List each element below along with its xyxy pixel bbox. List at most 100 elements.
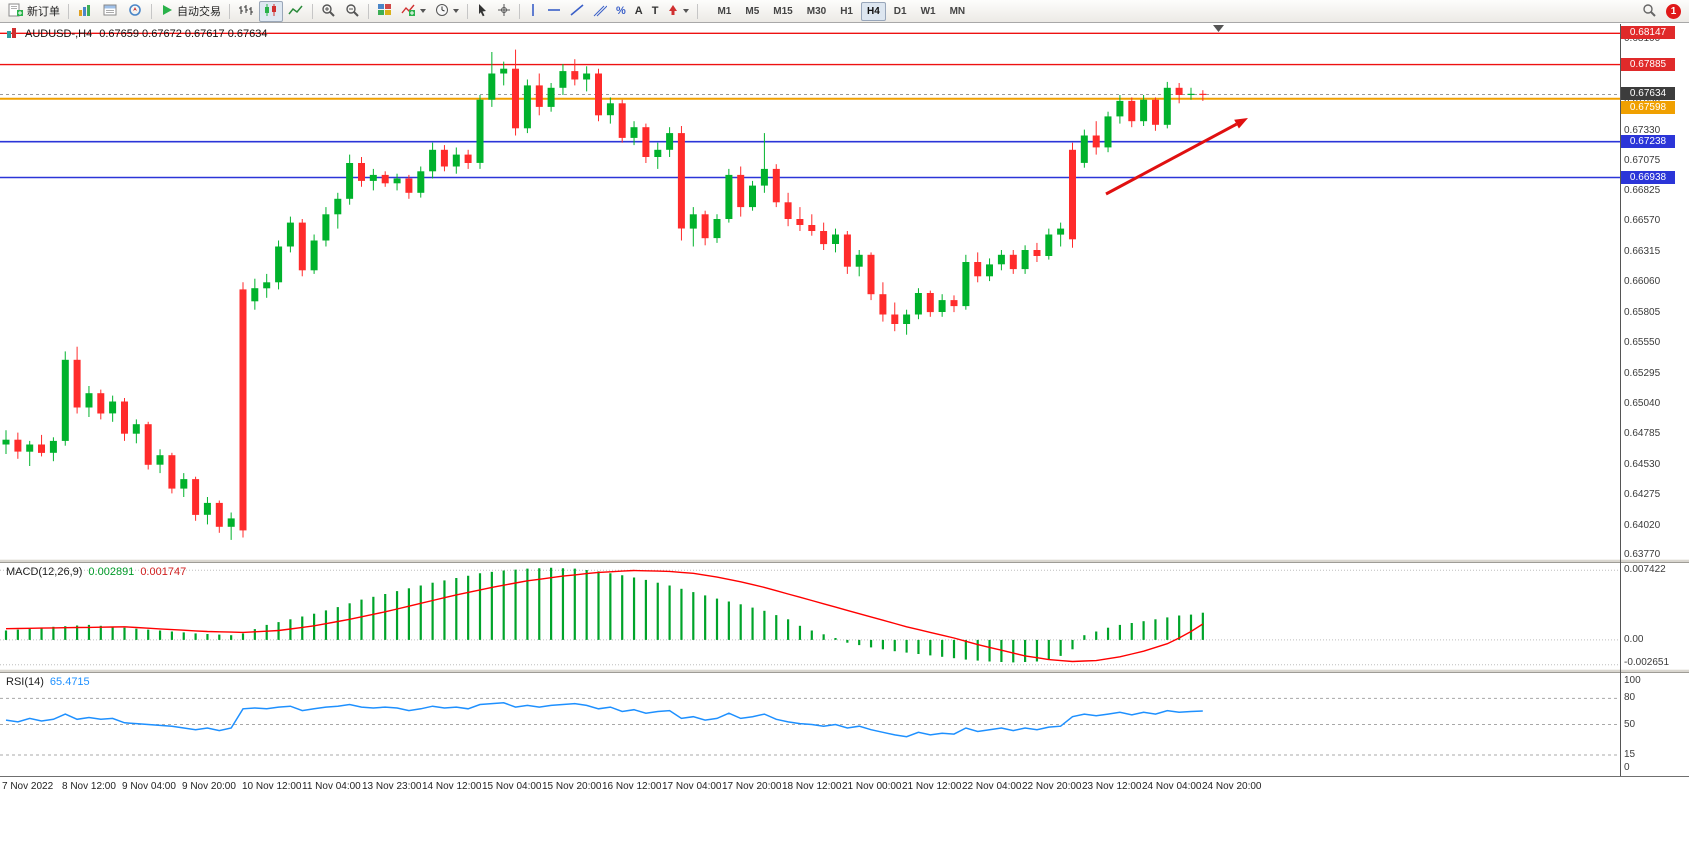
time-axis-label: 15 Nov 04:00 — [482, 781, 542, 792]
price-badge: 0.67598 — [1621, 101, 1675, 115]
cursor-tool-button[interactable] — [472, 1, 492, 22]
channel-icon — [593, 3, 608, 20]
main-chart-plot[interactable] — [0, 24, 1620, 559]
dropdown-caret — [420, 9, 426, 13]
vertical-line-icon — [528, 3, 538, 20]
toolbar-separator — [68, 3, 69, 19]
price-axis-label: 0.66060 — [1624, 276, 1661, 288]
zoom-in-icon — [321, 3, 336, 20]
toolbar-separator — [519, 3, 520, 19]
panel-divider[interactable] — [0, 559, 1689, 563]
dropdown-caret — [453, 9, 459, 13]
rsi-value: 65.4715 — [49, 676, 90, 688]
timeframe-button-D1[interactable]: D1 — [893, 5, 907, 17]
cursor-icon — [476, 3, 488, 20]
price-badge: 0.68147 — [1621, 26, 1675, 40]
time-axis-label: 18 Nov 12:00 — [782, 781, 842, 792]
timeframe-button-M5[interactable]: M5 — [745, 5, 760, 17]
macd-indicator-label: MACD(12,26,9) 0.002891 0.001747 — [6, 566, 186, 578]
crosshair-tool-button[interactable] — [493, 1, 515, 22]
indicators-button[interactable] — [397, 1, 430, 22]
main-toolbar: 新订单 自动交易 % A T M1 M5 M15 M30 H1 H4 D1 W1 MN 1 — [0, 0, 1689, 23]
macd-signal-value: 0.001747 — [140, 566, 187, 578]
bar-chart-type-button[interactable] — [234, 1, 258, 22]
rsi-axis-label: 80 — [1624, 692, 1636, 704]
data-window-icon — [102, 3, 118, 20]
new-order-label: 新订单 — [27, 6, 60, 18]
price-axis-label: 0.66570 — [1624, 215, 1661, 227]
macd-main-value: 0.002891 — [88, 566, 135, 578]
toolbar-separator — [467, 3, 468, 19]
data-window-button[interactable] — [98, 1, 122, 22]
charts-profile-icon — [77, 3, 93, 20]
rsi-axis[interactable]: 100 80 50 15 0 — [1620, 673, 1689, 776]
trendline-tool-button[interactable] — [566, 1, 588, 22]
navigator-icon — [127, 3, 143, 20]
zoom-out-button[interactable] — [341, 1, 364, 22]
timeframe-button-MN[interactable]: MN — [949, 5, 966, 17]
text-tool-icon: A — [634, 5, 643, 17]
price-axis-label: 0.67075 — [1624, 155, 1661, 167]
timeframe-button-H4[interactable]: H4 — [860, 1, 886, 21]
rsi-panel-plot[interactable] — [0, 673, 1620, 776]
time-axis-label: 17 Nov 20:00 — [722, 781, 782, 792]
price-badge: 0.66938 — [1621, 170, 1675, 184]
time-axis-label: 16 Nov 12:00 — [602, 781, 662, 792]
channel-tool-button[interactable] — [589, 1, 611, 22]
candlestick-chart-type-button[interactable] — [259, 0, 283, 22]
charts-profile-button[interactable] — [73, 1, 97, 22]
horizontal-line-icon — [547, 3, 561, 20]
main-price-axis[interactable]: 0.681000.678450.675900.673300.670750.668… — [1620, 24, 1689, 560]
autotrading-play-icon — [160, 3, 174, 20]
arrow-objects-button[interactable] — [663, 1, 693, 22]
trend-arrow-annotation — [1105, 122, 1238, 196]
rsi-axis-label: 100 — [1624, 675, 1641, 686]
timeframe-button-W1[interactable]: W1 — [920, 5, 936, 17]
zoom-in-button[interactable] — [317, 1, 340, 22]
price-axis-label: 0.64275 — [1624, 489, 1661, 501]
rsi-name: RSI(14) — [6, 676, 44, 688]
time-axis-label: 22 Nov 04:00 — [962, 781, 1022, 792]
macd-axis[interactable]: 0.007422 0.00 -0.002651 — [1620, 563, 1689, 669]
dropdown-caret — [683, 9, 690, 13]
rsi-axis-label: 0 — [1624, 762, 1630, 773]
trendline-icon — [570, 3, 584, 20]
line-chart-icon — [288, 3, 304, 20]
price-axis-label: 0.64020 — [1624, 519, 1661, 531]
autotrading-button[interactable]: 自动交易 — [156, 1, 225, 22]
price-axis-label: 0.66825 — [1624, 185, 1661, 196]
timeframe-button-M30[interactable]: M30 — [806, 5, 827, 17]
arrow-object-icon — [667, 3, 679, 20]
tile-windows-icon — [377, 3, 392, 20]
horizontal-line-tool-button[interactable] — [543, 1, 565, 22]
time-axis[interactable]: 7 Nov 2022 8 Nov 12:00 9 Nov 04:00 9 Nov 20… — [0, 776, 1689, 797]
navigator-button[interactable] — [123, 1, 147, 22]
macd-panel-plot[interactable] — [0, 563, 1620, 669]
timeframes-menu-button[interactable] — [431, 1, 463, 22]
vertical-line-tool-button[interactable] — [524, 1, 542, 22]
time-axis-label: 14 Nov 12:00 — [422, 781, 482, 792]
fibonacci-icon: % — [616, 5, 626, 17]
timeframe-button-M1[interactable]: M1 — [717, 5, 732, 17]
timeframe-button-M15[interactable]: M15 — [773, 5, 793, 17]
time-axis-label: 11 Nov 04:00 — [302, 781, 361, 792]
time-axis-label: 9 Nov 20:00 — [182, 781, 236, 792]
label-tool-icon: T — [651, 5, 659, 17]
price-axis-label: 0.66315 — [1624, 245, 1661, 257]
timeframe-button-H1[interactable]: H1 — [840, 5, 853, 17]
new-order-button[interactable]: 新订单 — [4, 1, 64, 22]
price-axis-label: 0.64530 — [1624, 458, 1661, 470]
chart-shift-marker — [1213, 25, 1224, 32]
panel-divider[interactable] — [0, 669, 1689, 673]
tile-windows-button[interactable] — [373, 1, 396, 22]
price-axis-label: 0.67330 — [1624, 124, 1661, 136]
fibonacci-tool-button[interactable]: % — [612, 1, 630, 22]
label-tool-button[interactable]: T — [648, 1, 663, 22]
search-button[interactable] — [1638, 1, 1660, 22]
time-axis-label: 21 Nov 12:00 — [902, 781, 962, 792]
toolbar-separator — [229, 3, 230, 19]
notification-badge[interactable]: 1 — [1666, 3, 1681, 19]
line-chart-type-button[interactable] — [284, 1, 308, 22]
text-tool-button[interactable]: A — [631, 1, 647, 22]
